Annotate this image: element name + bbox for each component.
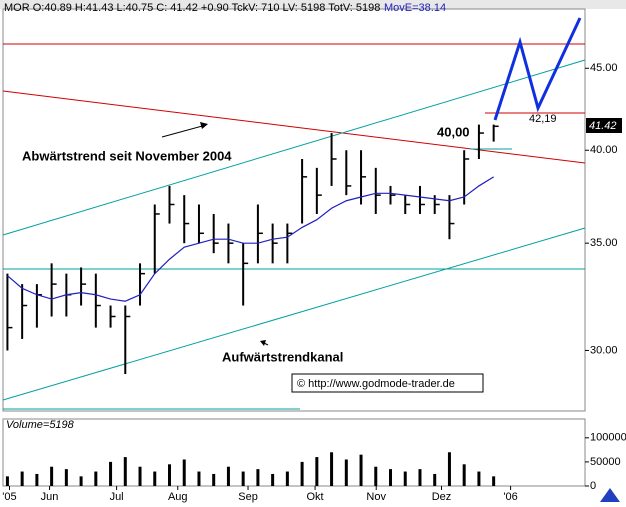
downtrend-line (2, 90, 586, 164)
x-tick-label: Jun (41, 491, 59, 503)
volume-bar (182, 459, 186, 486)
copyright-box (291, 373, 484, 393)
last-price: 41.42 (589, 120, 617, 132)
channel-upper (2, 59, 586, 236)
last-price-box (586, 118, 622, 133)
projection (493, 17, 582, 121)
volume-bar (241, 471, 245, 486)
volume-bar (330, 452, 334, 486)
icon (600, 488, 620, 502)
x-tick-label: Dez (432, 491, 452, 503)
volume-bar (374, 466, 378, 486)
x-tick-label: Jul (110, 491, 124, 503)
volume-bar (433, 473, 437, 486)
header-text: MOR O:40.89 H:41.43 L:40.75 C: 41.42 +0.… (4, 2, 380, 14)
volume-bar (285, 471, 289, 486)
x-tick-label: '05 (2, 491, 16, 503)
annotation: Abwärtstrend seit November 2004 (22, 148, 232, 163)
price-frame (2, 8, 586, 412)
volume-bar (35, 473, 39, 486)
header-bar (0, 0, 626, 9)
indicator-text: MovE=38.14 (384, 2, 446, 14)
x-tick-label: Okt (307, 491, 324, 503)
x-tick-label: Aug (168, 491, 188, 503)
volume-bar (79, 476, 83, 486)
volume-bar (462, 464, 466, 486)
channel-lower (2, 227, 586, 401)
y-tick-label: 40.00 (590, 144, 618, 156)
volume-bar (226, 466, 230, 486)
arrow-head (260, 340, 266, 346)
volume-bar (212, 473, 216, 486)
volume-bar (167, 464, 171, 486)
volume-frame (2, 418, 586, 487)
volume-bar (477, 471, 481, 486)
volume-bar (389, 469, 393, 486)
annotation: 40,00 (437, 124, 470, 139)
volume-bar (20, 471, 24, 486)
arrow-head (200, 122, 208, 129)
x-tick-label: Nov (366, 491, 386, 503)
moving-average (7, 176, 494, 302)
annotation: 42,19 (529, 113, 557, 125)
y-tick-label: 0 (590, 480, 596, 492)
volume-bar (153, 471, 157, 486)
volume-bar (109, 461, 113, 486)
volume-bar (447, 452, 451, 486)
volume-bar (315, 457, 319, 486)
volume-bar (64, 469, 68, 486)
annotation: Aufwärtstrendkanal (222, 349, 343, 364)
y-tick-label: 50000 (590, 456, 621, 468)
y-tick-label: 100000 (590, 432, 626, 444)
y-tick-label: 35.00 (590, 237, 618, 249)
volume-bar (50, 466, 54, 486)
volume-bar (418, 469, 422, 486)
volume-bar (359, 454, 363, 486)
y-tick-label: 45.00 (590, 62, 618, 74)
volume-bar (5, 476, 9, 486)
volume-bar (344, 459, 348, 486)
volume-bar (94, 471, 98, 486)
volume-bar (300, 461, 304, 486)
volume-bar (271, 473, 275, 486)
arrow (161, 124, 207, 138)
volume-bar (492, 476, 496, 486)
x-tick-label: '06 (503, 491, 517, 503)
volume-bar (123, 457, 127, 486)
copyright: © http://www.godmode-trader.de (297, 378, 455, 390)
volume-bar (197, 471, 201, 486)
volume-bar (256, 469, 260, 486)
volume-title: Volume=5198 (6, 419, 75, 431)
y-tick-label: 30.00 (590, 344, 618, 356)
volume-bar (403, 471, 407, 486)
volume-bar (138, 466, 142, 486)
x-tick-label: Sep (238, 491, 258, 503)
